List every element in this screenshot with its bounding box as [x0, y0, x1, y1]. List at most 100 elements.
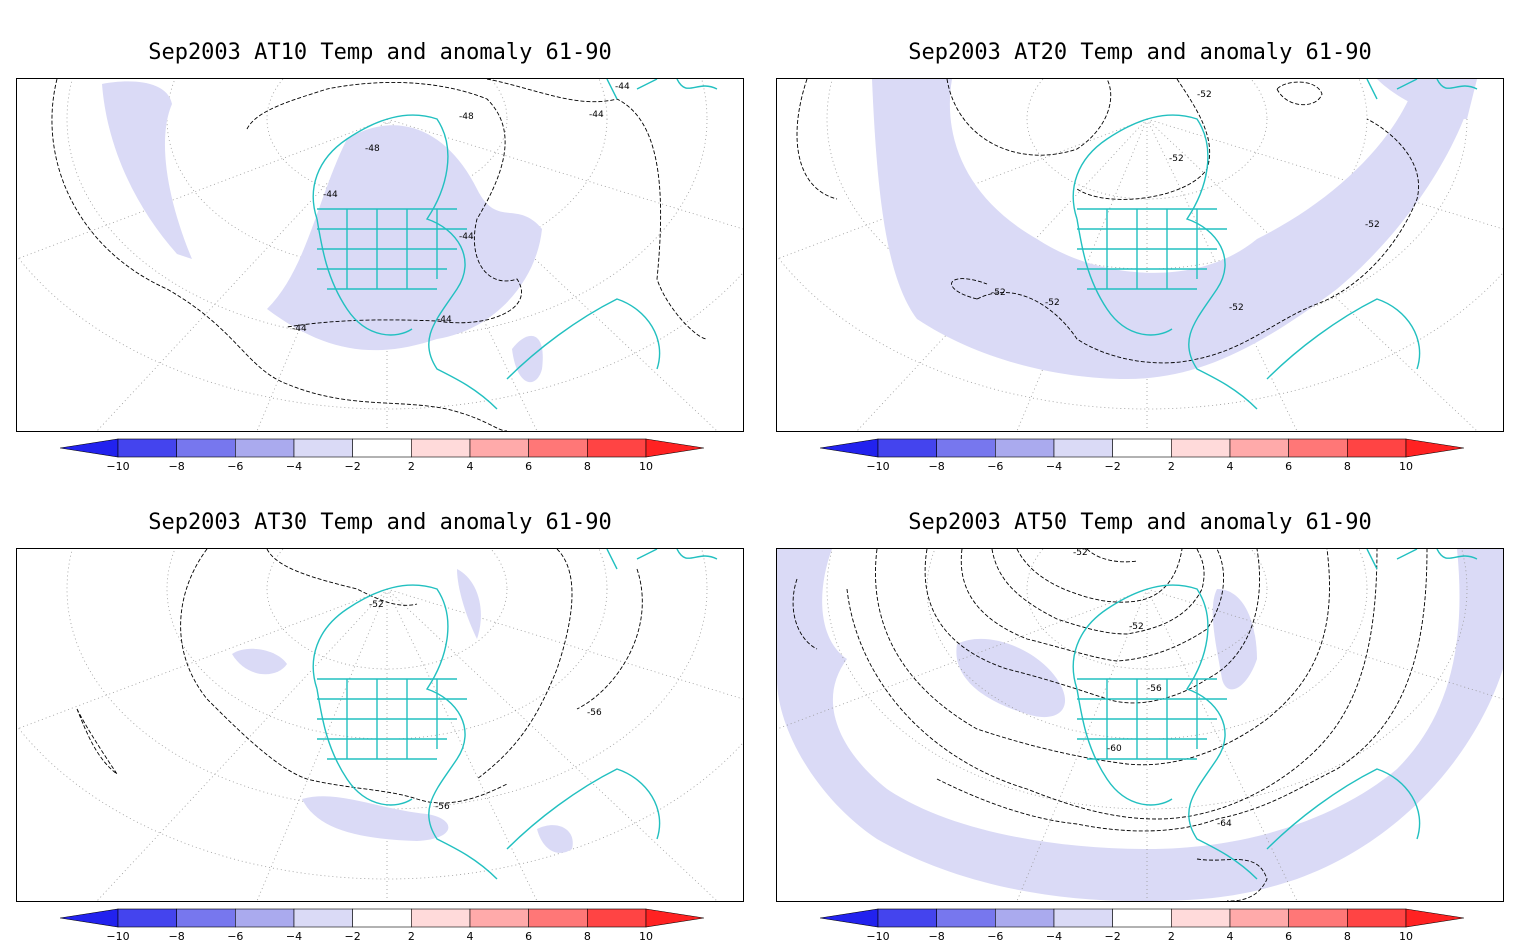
contour-label: -52 [369, 600, 384, 610]
contour-label: -44 [589, 110, 604, 120]
colorbar-tick-label: −10 [866, 460, 890, 473]
contour-label: -56 [1147, 684, 1162, 694]
colorbar-tick-label: −10 [866, 930, 890, 943]
contours [51, 79, 708, 431]
colorbar-arrow-low [820, 908, 879, 928]
map-svg: -52 -56 -56 [17, 549, 743, 901]
colorbar-box [1171, 908, 1231, 928]
colorbar-box [352, 438, 412, 458]
colorbar-tick-label: 4 [1226, 930, 1234, 943]
contour-label: -56 [587, 708, 602, 718]
colorbar-tick-label: 4 [466, 460, 474, 473]
colorbar-box [995, 438, 1055, 458]
contour-label: -52 [1229, 303, 1244, 313]
contour-label: -52 [1365, 220, 1380, 230]
contour-labels: -48 -48 -44 -44 -44 -44 -44 -44 [292, 82, 630, 334]
contour-label: -60 [1107, 744, 1122, 754]
colorbar-box [176, 438, 236, 458]
colorbar: −10 −8 −6 −4 −2 2 4 6 8 10 [820, 908, 1464, 948]
colorbar-tick-label: 8 [1343, 930, 1351, 943]
panel-title: Sep2003 AT20 Temp and anomaly 61-90 [908, 40, 1372, 65]
contour-labels: -52 -52 -52 -52 -52 -52 [991, 90, 1380, 313]
colorbar-box [1112, 908, 1172, 928]
colorbar-tick-label: 8 [1343, 460, 1351, 473]
contour-labels: -52 -56 -56 [369, 600, 602, 812]
colorbar-tick-label: −4 [1045, 460, 1063, 473]
anomaly-fill [777, 549, 1503, 901]
map-frame: -48 -48 -44 -44 -44 -44 -44 -44 [16, 78, 744, 432]
colorbar-box [877, 908, 937, 928]
colorbar-tick-label: −8 [168, 460, 185, 473]
colorbar-box [1112, 438, 1172, 458]
colorbar-box [411, 908, 471, 928]
colorbar-box [528, 438, 588, 458]
contour-label: -52 [991, 288, 1006, 298]
colorbar-box [352, 908, 412, 928]
contours [792, 549, 1428, 901]
colorbar-tick-label: −8 [168, 930, 185, 943]
colorbar-box [176, 908, 236, 928]
colorbar-tick-label: 8 [583, 930, 591, 943]
contour-label: -52 [1197, 90, 1212, 100]
contours [76, 549, 643, 804]
colorbar-box [293, 908, 353, 928]
colorbar-tick-label: 2 [407, 930, 415, 943]
contour-label: -48 [459, 112, 474, 122]
colorbar-arrow-high [1405, 908, 1464, 928]
colorbar-tick-label: 2 [407, 460, 415, 473]
colorbar-tick-label: 4 [466, 930, 474, 943]
colorbar-tick-label: −6 [227, 460, 244, 473]
colorbar-box [293, 438, 353, 458]
contour-labels: -52 -52 -56 -60 -64 [1073, 549, 1232, 829]
anomaly-fill [232, 569, 573, 853]
colorbar-box [995, 908, 1055, 928]
coastlines [1072, 79, 1478, 410]
anomaly-fill [102, 81, 543, 383]
contour-label: -52 [1169, 154, 1184, 164]
contour-label: -44 [323, 190, 338, 200]
panel-title: Sep2003 AT10 Temp and anomaly 61-90 [148, 40, 612, 65]
contour-label: -52 [1045, 298, 1060, 308]
contour-label: -48 [365, 144, 380, 154]
colorbar-svg [60, 438, 704, 458]
colorbar-box [411, 438, 471, 458]
colorbar-arrow-low [60, 908, 119, 928]
colorbar-tick-label: −6 [227, 930, 244, 943]
colorbar-tick-label: −2 [1104, 930, 1121, 943]
colorbar-box [936, 908, 996, 928]
colorbar-tick-label: −4 [285, 930, 303, 943]
contour-label: -44 [615, 82, 630, 92]
colorbar-svg [820, 908, 1464, 928]
colorbar-box [1347, 438, 1407, 458]
colorbar-box [1171, 438, 1231, 458]
colorbar-tick-label: −8 [928, 930, 945, 943]
panel-title: Sep2003 AT30 Temp and anomaly 61-90 [148, 510, 612, 535]
colorbar: −10 −8 −6 −4 −2 2 4 6 8 10 [820, 438, 1464, 478]
colorbar-arrow-low [60, 438, 119, 458]
map-svg: -48 -48 -44 -44 -44 -44 -44 -44 [17, 79, 743, 431]
colorbar-box [1288, 908, 1348, 928]
colorbar: −10 −8 −6 −4 −2 2 4 6 8 10 [60, 438, 704, 478]
map-svg: -52 -52 -56 -60 -64 [777, 549, 1503, 901]
colorbar-box [469, 438, 529, 458]
colorbar-box [587, 908, 647, 928]
colorbar-tick-label: 6 [1285, 930, 1293, 943]
colorbar-tick-label: 4 [1226, 460, 1234, 473]
colorbar-box [117, 438, 177, 458]
colorbar-box [1288, 438, 1348, 458]
colorbar-box [936, 438, 996, 458]
coastlines [1072, 549, 1478, 880]
colorbar-box [235, 438, 295, 458]
colorbar-svg [60, 908, 704, 928]
contour-label: -52 [1129, 622, 1144, 632]
contour-label: -44 [437, 315, 452, 325]
colorbar-box [1053, 908, 1113, 928]
contour-label: -56 [435, 802, 450, 812]
panel-title: Sep2003 AT50 Temp and anomaly 61-90 [908, 510, 1372, 535]
colorbar-tick-label: −2 [1104, 460, 1121, 473]
colorbar-tick-label: 2 [1167, 930, 1175, 943]
colorbar-box [528, 908, 588, 928]
graticule [17, 549, 743, 901]
colorbar-tick-label: −8 [928, 460, 945, 473]
colorbar-box [1053, 438, 1113, 458]
